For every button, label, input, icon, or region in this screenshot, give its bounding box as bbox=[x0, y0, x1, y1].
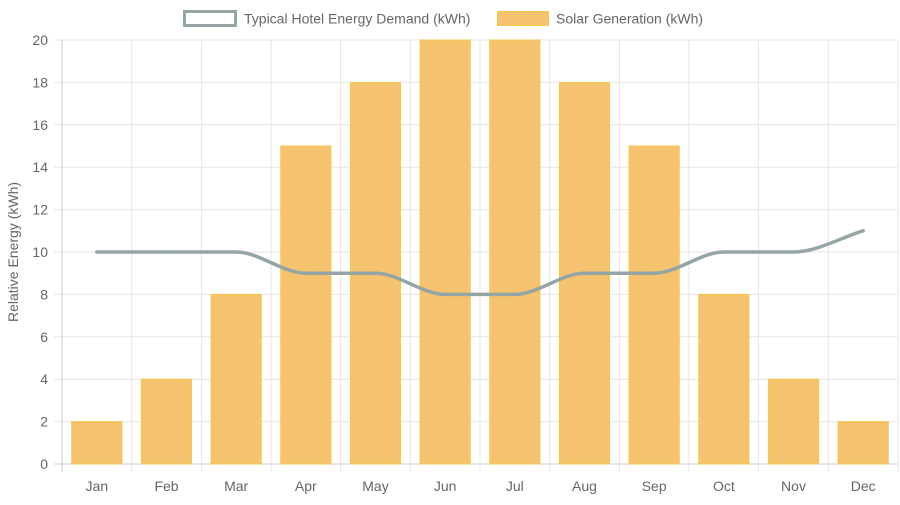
y-tick-label: 6 bbox=[40, 329, 48, 345]
solar-bar[interactable] bbox=[280, 145, 332, 465]
x-tick-label: Sep bbox=[642, 478, 667, 494]
x-tick-label: Jul bbox=[506, 478, 524, 494]
y-tick-label: 12 bbox=[32, 202, 48, 218]
x-tick-label: Feb bbox=[154, 478, 178, 494]
demand-point[interactable] bbox=[443, 292, 447, 296]
legend-item-demand[interactable]: Typical Hotel Energy Demand (kWh) bbox=[183, 10, 471, 27]
x-tick-label: Jun bbox=[434, 478, 457, 494]
y-tick-label: 18 bbox=[32, 74, 48, 90]
y-tick-label: 0 bbox=[40, 456, 48, 472]
x-tick-label: Aug bbox=[572, 478, 597, 494]
legend-label-demand: Typical Hotel Energy Demand (kWh) bbox=[244, 11, 470, 27]
solar-bar[interactable] bbox=[140, 378, 193, 465]
y-tick-label: 8 bbox=[40, 286, 48, 302]
legend-item-solar[interactable]: Solar Generation (kWh) bbox=[497, 11, 704, 27]
demand-point[interactable] bbox=[165, 250, 168, 254]
y-tick-label: 2 bbox=[40, 414, 48, 430]
demand-point[interactable] bbox=[304, 271, 308, 275]
x-tick-label: Nov bbox=[781, 478, 806, 494]
y-axis-ticks: 0 2 4 6 8 10 12 14 16 18 20 bbox=[32, 32, 48, 472]
x-tick-label: Jan bbox=[86, 478, 109, 494]
chart-legend: Typical Hotel Energy Demand (kWh) Solar … bbox=[183, 10, 704, 27]
y-tick-label: 4 bbox=[40, 371, 48, 387]
demand-point[interactable] bbox=[234, 250, 238, 254]
demand-line-layer bbox=[95, 229, 865, 297]
demand-point[interactable] bbox=[95, 250, 99, 254]
solar-bar[interactable] bbox=[71, 421, 123, 465]
y-tick-label: 10 bbox=[32, 244, 48, 260]
x-axis-ticks: Jan Feb Mar Apr May Jun Jul Aug Sep Oct Nov Dec bbox=[86, 478, 876, 494]
demand-line[interactable] bbox=[95, 229, 865, 297]
legend-swatch-solar bbox=[497, 11, 549, 26]
demand-point[interactable] bbox=[861, 229, 865, 233]
solar-bar[interactable] bbox=[489, 39, 541, 465]
solar-bar[interactable] bbox=[698, 293, 750, 465]
y-tick-label: 16 bbox=[32, 117, 48, 133]
y-tick-label: 14 bbox=[32, 159, 48, 175]
x-tick-label: Apr bbox=[295, 478, 317, 494]
solar-bar[interactable] bbox=[419, 39, 471, 465]
demand-point[interactable] bbox=[722, 250, 726, 254]
solar-bar[interactable] bbox=[837, 421, 889, 465]
demand-point[interactable] bbox=[652, 271, 656, 275]
solar-bar[interactable] bbox=[628, 145, 680, 465]
demand-point[interactable] bbox=[513, 292, 517, 296]
x-tick-label: May bbox=[362, 478, 388, 494]
legend-swatch-demand bbox=[183, 10, 237, 27]
demand-point[interactable] bbox=[792, 250, 795, 254]
solar-bars bbox=[71, 39, 889, 465]
x-tick-label: Mar bbox=[224, 478, 248, 494]
solar-bar[interactable] bbox=[210, 293, 262, 465]
y-tick-label: 20 bbox=[32, 32, 48, 48]
x-tick-label: Dec bbox=[851, 478, 876, 494]
x-tick-label: Oct bbox=[713, 478, 735, 494]
legend-label-solar: Solar Generation (kWh) bbox=[556, 11, 703, 27]
demand-point[interactable] bbox=[374, 271, 377, 275]
demand-point[interactable] bbox=[583, 271, 586, 275]
y-axis-title: Relative Energy (kWh) bbox=[5, 182, 21, 322]
solar-bar[interactable] bbox=[767, 378, 820, 465]
